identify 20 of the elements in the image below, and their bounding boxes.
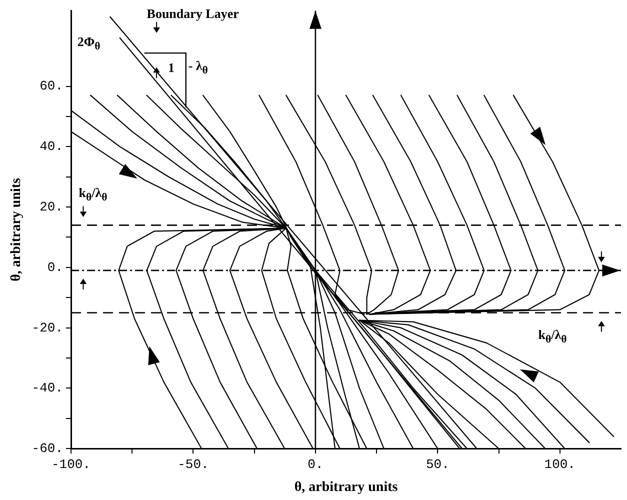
annotation: 1	[168, 60, 174, 76]
annotation: 2Φ$_{θ}$	[77, 34, 100, 52]
y-axis-title: θ, arbitrary units	[9, 177, 24, 282]
annotation: Boundary Layer	[146, 6, 239, 21]
x-tick-label: 100.	[544, 456, 576, 472]
y-tick-label: 60.	[40, 78, 64, 94]
y-tick-label: -60.	[32, 441, 64, 456]
y-tick-label: -40.	[32, 380, 64, 396]
y-tick-label: 40.	[40, 139, 64, 154]
annotation: k$_{θ}$/λ$_{θ}$	[538, 326, 567, 346]
y-tick-label: 20.	[40, 199, 64, 214]
x-tick-label: -50.	[178, 456, 209, 472]
annotation: k$_{θ}$/λ$_{θ}$	[78, 184, 108, 204]
x-axis-title: θ, arbitrary units	[294, 480, 398, 496]
y-tick-label: 0.	[47, 260, 64, 275]
x-tick-label: -100.	[51, 456, 91, 472]
x-tick-label: 0.	[308, 456, 324, 472]
annotation: - λ$_{θ}$	[188, 58, 208, 76]
y-tick-label: -20.	[32, 320, 64, 336]
x-tick-label: 50.	[426, 456, 450, 472]
